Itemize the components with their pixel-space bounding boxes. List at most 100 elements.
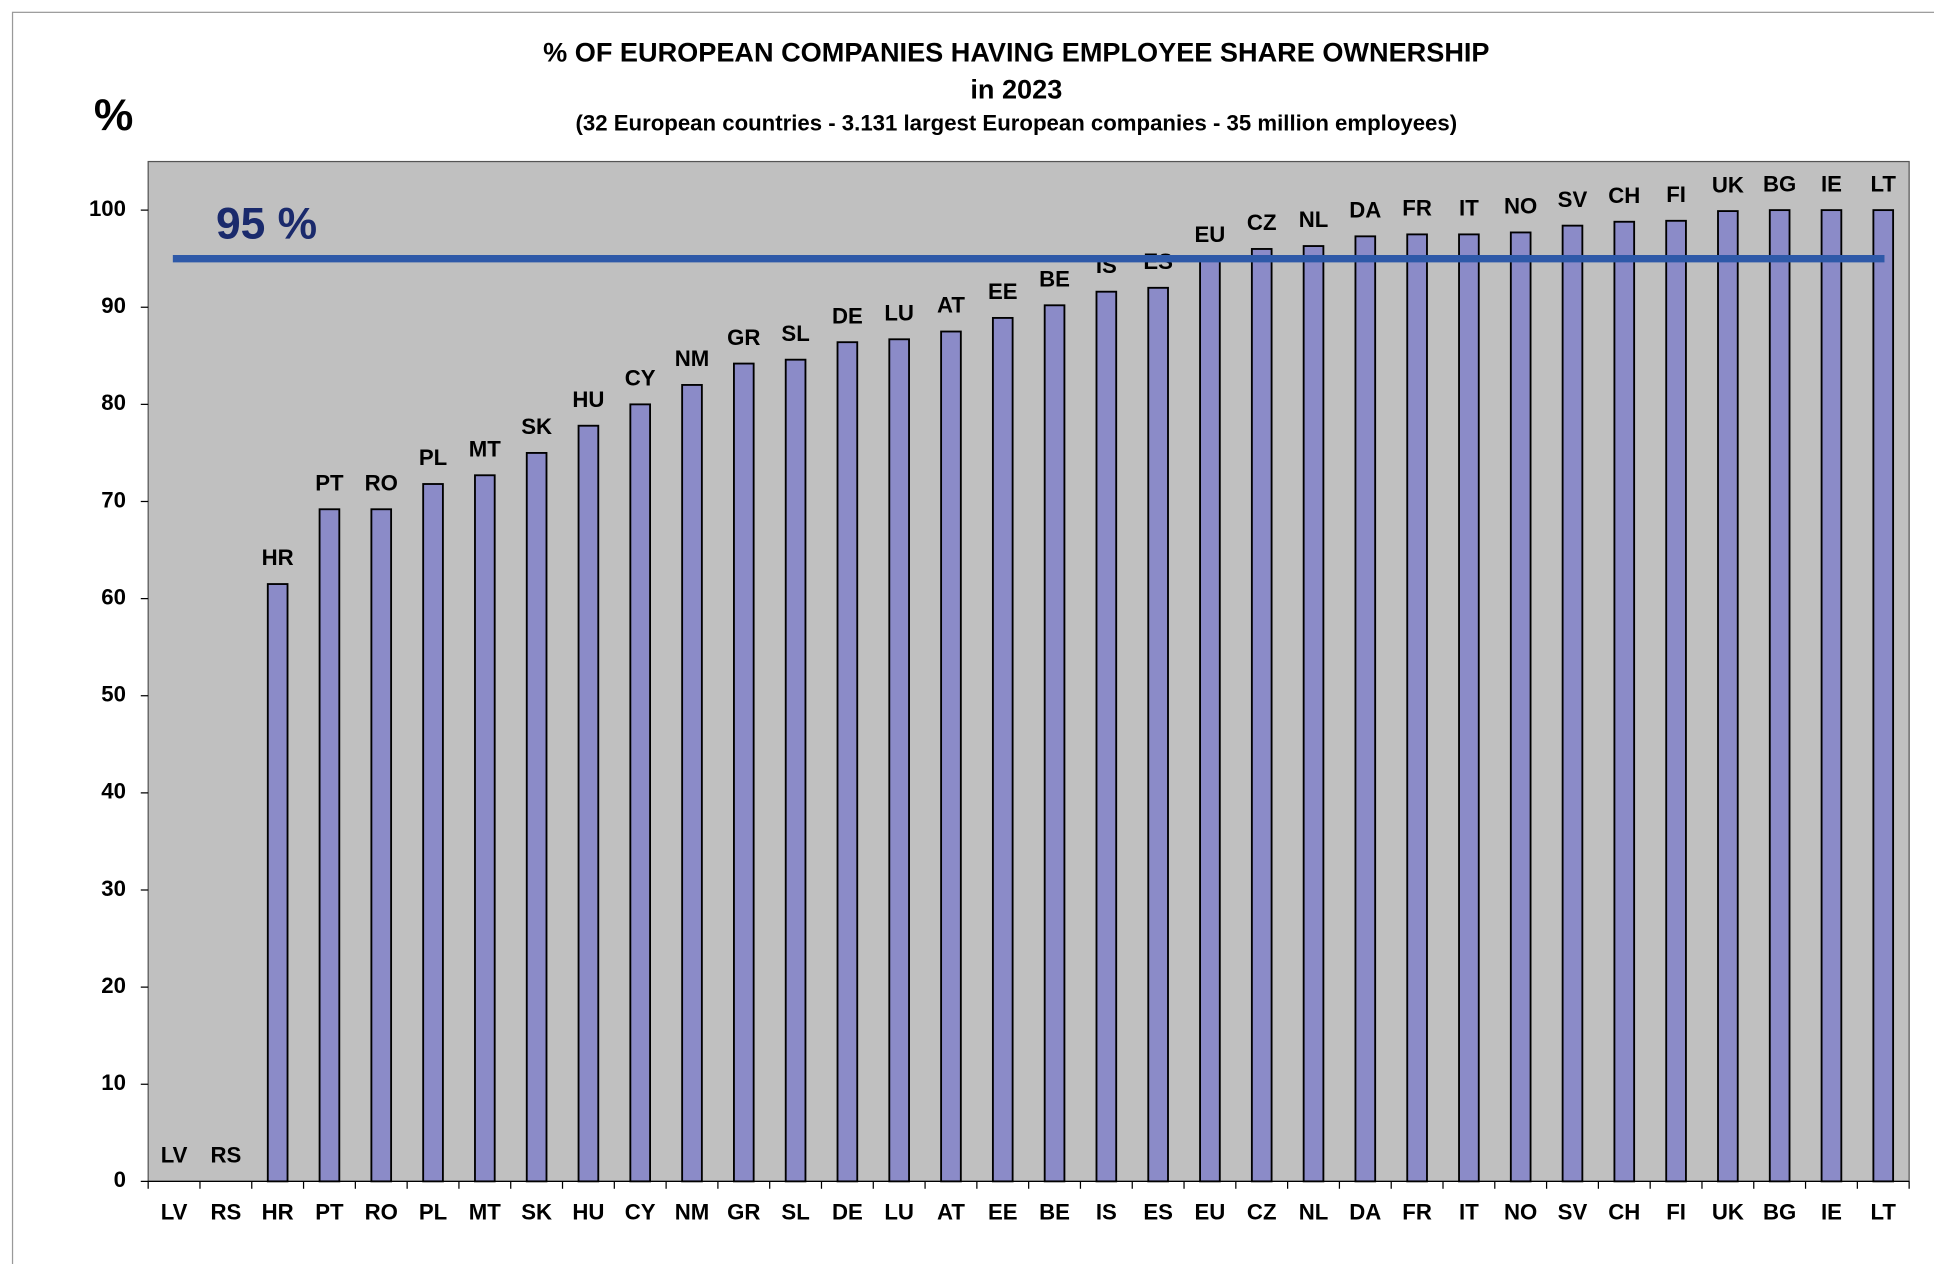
data-label: FI	[1666, 182, 1686, 207]
data-label: HU	[572, 387, 604, 412]
x-tick-label: NM	[675, 1199, 710, 1224]
y-tick-label: 80	[101, 390, 126, 415]
y-tick-label: 40	[101, 779, 126, 804]
x-tick-label: ES	[1143, 1199, 1173, 1224]
x-tick-label: BE	[1039, 1199, 1070, 1224]
y-tick-label: 50	[101, 682, 126, 707]
x-tick-label: FR	[1402, 1199, 1432, 1224]
bar	[836, 341, 859, 1183]
data-label: BG	[1763, 171, 1796, 196]
bar	[1458, 233, 1480, 1183]
data-label: BE	[1039, 266, 1070, 291]
x-tick-label: UK	[1712, 1199, 1744, 1224]
x-tick-label: GR	[727, 1199, 760, 1224]
chart-title: % OF EUROPEAN COMPANIES HAVING EMPLOYEE …	[543, 36, 1489, 67]
x-tick-label: EU	[1195, 1199, 1226, 1224]
x-tick-label: SL	[781, 1199, 809, 1224]
bar	[318, 508, 341, 1183]
chart-subtitle: in 2023	[970, 73, 1062, 104]
data-label: SK	[521, 414, 552, 439]
x-tick-label: PT	[315, 1199, 344, 1224]
bar	[1561, 224, 1584, 1183]
bar	[733, 362, 755, 1183]
x-tick-label: DA	[1349, 1199, 1381, 1224]
bar	[1302, 245, 1325, 1183]
data-label: HR	[262, 545, 294, 570]
data-label: MT	[469, 436, 501, 461]
bar	[1199, 259, 1221, 1183]
x-tick-label: IS	[1096, 1199, 1117, 1224]
data-label: NO	[1504, 194, 1537, 219]
data-label: LV	[161, 1143, 188, 1168]
bar	[629, 403, 651, 1183]
y-tick-label: 20	[101, 973, 126, 998]
bar	[1043, 304, 1066, 1183]
x-tick-label: SV	[1558, 1199, 1588, 1224]
data-label: SL	[781, 321, 809, 346]
data-label: DE	[832, 303, 863, 328]
x-tick-label: BG	[1763, 1199, 1796, 1224]
data-label: EU	[1195, 222, 1226, 247]
x-tick-label: CH	[1608, 1199, 1640, 1224]
bar	[1613, 220, 1636, 1183]
data-label: SV	[1558, 187, 1588, 212]
x-tick-label: MT	[469, 1199, 501, 1224]
x-tick-label: CZ	[1247, 1199, 1277, 1224]
bar	[1250, 248, 1273, 1183]
data-label: CZ	[1247, 210, 1277, 235]
bar	[474, 474, 496, 1183]
x-tick-label: NO	[1504, 1199, 1537, 1224]
x-tick-label: LU	[884, 1199, 914, 1224]
x-tick-label: AT	[937, 1199, 965, 1224]
data-label: PL	[419, 445, 447, 470]
y-tick-label: 30	[101, 876, 126, 901]
data-label: CH	[1608, 183, 1640, 208]
bar	[1147, 286, 1169, 1183]
x-tick-label: NL	[1299, 1199, 1329, 1224]
bar	[422, 483, 444, 1183]
bar	[1820, 209, 1843, 1183]
y-tick-label: 100	[89, 196, 126, 221]
x-tick-label: HR	[262, 1199, 294, 1224]
bar	[1717, 210, 1739, 1183]
data-label: FR	[1402, 196, 1432, 221]
bar	[1354, 235, 1377, 1183]
chart-note: (32 European countries - 3.131 largest E…	[576, 110, 1458, 135]
bar	[1406, 233, 1428, 1183]
x-tick-label: EE	[988, 1199, 1018, 1224]
bar	[940, 330, 962, 1183]
bar	[266, 583, 289, 1183]
data-label: NM	[675, 346, 710, 371]
data-label: AT	[937, 293, 965, 318]
bar	[577, 424, 600, 1183]
y-tick-label: 10	[101, 1070, 126, 1095]
data-label: RS	[210, 1143, 241, 1168]
x-tick-label: HU	[572, 1199, 604, 1224]
bar	[1665, 219, 1687, 1183]
x-tick-label: IE	[1821, 1199, 1842, 1224]
data-label: LT	[1871, 171, 1897, 196]
y-tick-label: 90	[101, 293, 126, 318]
bar	[1768, 209, 1791, 1183]
data-label: IE	[1821, 171, 1842, 196]
y-tick-label: 70	[101, 487, 126, 512]
bar	[888, 338, 910, 1183]
plot-area	[147, 160, 1910, 1182]
x-tick-label: RS	[210, 1199, 241, 1224]
bar	[991, 316, 1014, 1183]
x-tick-label: DE	[832, 1199, 863, 1224]
data-label: RO	[365, 470, 398, 495]
x-tick-label: PL	[419, 1199, 447, 1224]
bar	[525, 452, 548, 1183]
bar	[681, 384, 703, 1183]
y-axis-label: %	[94, 91, 133, 140]
x-tick-label: IT	[1459, 1199, 1479, 1224]
bar	[1509, 231, 1532, 1183]
data-label: NL	[1299, 207, 1329, 232]
bar	[1095, 290, 1118, 1183]
x-tick-label: SK	[521, 1199, 552, 1224]
x-tick-label: LV	[161, 1199, 188, 1224]
x-tick-label: FI	[1666, 1199, 1686, 1224]
data-label: DA	[1349, 198, 1381, 223]
